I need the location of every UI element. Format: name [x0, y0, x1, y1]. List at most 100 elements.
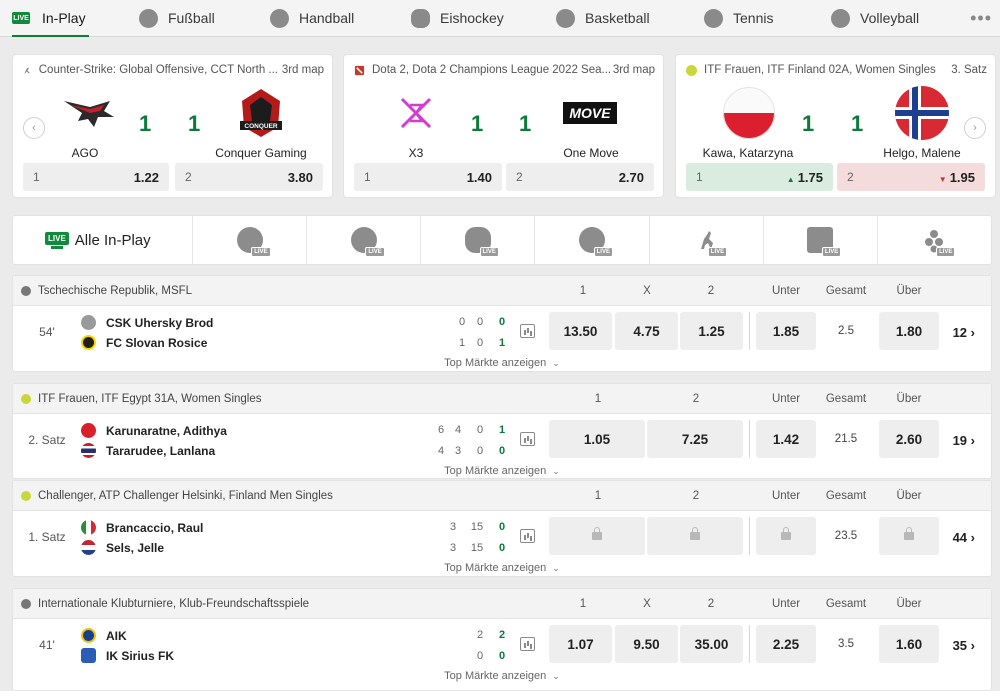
col-header: Unter	[771, 490, 801, 502]
chevron-down-icon: ⌄	[552, 358, 560, 368]
card-competition: Counter-Strike: Global Offensive, CCT No…	[23, 64, 278, 76]
more-menu-icon[interactable]: •••	[970, 8, 992, 28]
odds-button-over[interactable]: 2.60	[879, 420, 939, 458]
more-markets-link[interactable]: 44 ›	[952, 530, 975, 545]
odds-button-over[interactable]: 1.80	[879, 312, 939, 350]
filter-tennis[interactable]: LIVE	[193, 216, 308, 264]
away-team-name[interactable]: IK Sirius FK	[106, 649, 175, 663]
tab-label: Eishockey	[440, 10, 504, 26]
section-header: Challenger, ATP Challenger Helsinki, Fin…	[13, 481, 991, 511]
score: 1	[458, 337, 466, 349]
home-team-name[interactable]: AIK	[106, 629, 127, 643]
odds-button-x[interactable]: 9.50	[615, 625, 678, 663]
home-score: 1	[139, 111, 152, 136]
filter-soccer[interactable]: LIVE	[307, 216, 422, 264]
event-section: Internationale Klubturniere, Klub-Freund…	[12, 588, 992, 691]
odds-button-1[interactable]: 13.50	[549, 312, 612, 350]
home-player-name[interactable]: Karunaratne, Adithya	[106, 424, 227, 438]
score: 0	[476, 650, 484, 662]
odds-button-2[interactable]: 7.25	[647, 420, 743, 458]
featured-card[interactable]: ITF Frauen, ITF Finland 02A, Women Singl…	[675, 54, 996, 198]
tab-fussball[interactable]: Fußball	[139, 0, 215, 36]
filter-counter-strike[interactable]: LIVE	[650, 216, 764, 264]
home-team-name[interactable]: CSK Uhersky Brod	[106, 316, 214, 330]
aik-crest-icon	[81, 628, 96, 643]
odds-button-2[interactable]: 1.25	[680, 312, 743, 350]
away-team-name: Helgo, Malene	[883, 146, 961, 160]
odds-button-1[interactable]: 1.05	[549, 420, 645, 458]
carousel-next-button[interactable]: ›	[964, 117, 986, 139]
filter-ice-hockey[interactable]: LIVE	[421, 216, 536, 264]
stats-chart-icon[interactable]	[520, 432, 535, 446]
top-markets-toggle[interactable]: Top Märkte anzeigen ⌄	[444, 357, 560, 369]
filter-dota2[interactable]: LIVE	[764, 216, 878, 264]
odds-button-under-locked	[756, 517, 816, 555]
tab-basketball[interactable]: Basketball	[556, 0, 650, 36]
away-score: 1	[851, 111, 864, 136]
away-team-name[interactable]: FC Slovan Rosice	[106, 336, 208, 350]
top-markets-toggle[interactable]: Top Märkte anzeigen ⌄	[444, 562, 560, 574]
odds-button-2[interactable]: 35.00	[680, 625, 743, 663]
tab-in-play[interactable]: LIVE In-Play	[12, 0, 89, 37]
odds-button-x[interactable]: 4.75	[615, 312, 678, 350]
card-period: 3rd map	[612, 64, 655, 76]
home-player-name[interactable]: Brancaccio, Raul	[106, 521, 204, 535]
tennis-ball-icon	[21, 394, 31, 404]
odds-button-under[interactable]: 1.85	[756, 312, 816, 350]
live-tv-icon: LIVE	[45, 231, 69, 249]
tab-label: Basketball	[585, 10, 650, 26]
filter-all-in-play[interactable]: LIVE Alle In-Play	[13, 216, 193, 264]
score: 0	[476, 337, 484, 349]
tab-label: Tennis	[733, 10, 774, 26]
tab-label: Fußball	[168, 10, 215, 26]
more-markets-link[interactable]: 12 ›	[952, 325, 975, 340]
match-time: 2. Satz	[28, 433, 66, 447]
home-score: 1	[471, 111, 484, 136]
away-player-name[interactable]: Tararudee, Lanlana	[106, 444, 216, 458]
stats-chart-icon[interactable]	[520, 637, 535, 651]
filter-tennis-2[interactable]: LIVE	[535, 216, 650, 264]
match-time: 41'	[39, 638, 55, 652]
dota2-live-icon: LIVE	[807, 227, 842, 257]
odds-button-under[interactable]: 2.25	[756, 625, 816, 663]
score-points: 1	[498, 424, 506, 436]
col-header: 2	[707, 598, 715, 610]
odd-button-1[interactable]: 1 ▲ 1.75	[686, 163, 833, 191]
team-logo-x3	[386, 85, 446, 140]
soccer-ball-icon	[21, 286, 31, 296]
stats-chart-icon[interactable]	[520, 324, 535, 338]
tab-volleyball[interactable]: Volleyball	[831, 0, 919, 36]
flag-norway	[892, 85, 952, 140]
col-header: Unter	[771, 598, 801, 610]
tab-tennis[interactable]: Tennis	[704, 0, 773, 36]
stats-chart-icon[interactable]	[520, 529, 535, 543]
featured-card[interactable]: Counter-Strike: Global Offensive, CCT No…	[12, 54, 333, 198]
odd-button-2[interactable]: 2 2.70	[506, 163, 654, 191]
top-markets-toggle[interactable]: Top Märkte anzeigen ⌄	[444, 465, 560, 477]
score: 3	[449, 521, 457, 533]
ago-eagle-logo	[64, 100, 114, 127]
odd-button-1[interactable]: 1 1.40	[354, 163, 502, 191]
soccer-live-icon: LIVE	[350, 227, 385, 257]
tab-eishockey[interactable]: Eishockey	[411, 0, 504, 36]
score-points: 0	[498, 542, 506, 554]
featured-card[interactable]: Dota 2, Dota 2 Champions League 2022 Sea…	[343, 54, 664, 198]
more-markets-link[interactable]: 19 ›	[952, 433, 975, 448]
one-move-logo: MOVE	[563, 101, 617, 124]
more-markets-link[interactable]: 35 ›	[952, 638, 975, 653]
odd-button-1[interactable]: 1 1.22	[23, 163, 169, 191]
top-markets-toggle[interactable]: Top Märkte anzeigen ⌄	[444, 670, 560, 682]
odds-button-over[interactable]: 1.60	[879, 625, 939, 663]
chevron-down-icon: ⌄	[552, 563, 560, 573]
odds-button-under[interactable]: 1.42	[756, 420, 816, 458]
odds-button-1-locked	[549, 517, 645, 555]
odds-button-1[interactable]: 1.07	[549, 625, 612, 663]
carousel-prev-button[interactable]: ‹	[23, 117, 45, 139]
col-header: 2	[692, 393, 700, 405]
filter-billiards[interactable]: LIVE	[878, 216, 991, 264]
odd-button-2[interactable]: 2 3.80	[175, 163, 323, 191]
away-player-name[interactable]: Sels, Jelle	[106, 541, 165, 555]
section-header: Tschechische Republik, MSFL 1 X 2 Unter …	[13, 276, 991, 306]
tab-handball[interactable]: Handball	[270, 0, 354, 36]
odd-button-2[interactable]: 2 ▼ 1.95	[837, 163, 985, 191]
